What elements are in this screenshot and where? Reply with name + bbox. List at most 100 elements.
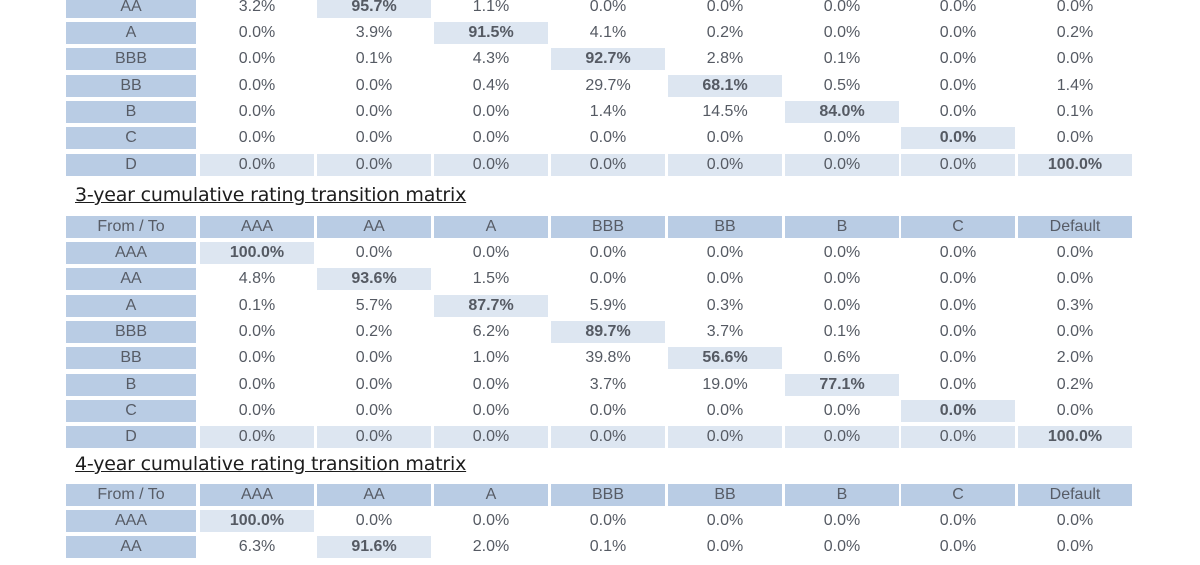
diagonal-cell: 84.0% [785,100,899,123]
column-header: From / To [66,215,196,238]
value-cell: 3.2% [238,0,276,15]
value-cell: 4.8% [238,270,276,288]
value-cell: 0.0% [785,426,899,449]
diagonal-cell: 56.6% [668,347,782,370]
value-cell: 0.0% [238,102,276,120]
value-cell: 0.0% [589,129,627,147]
value-cell: 3.7% [589,375,627,393]
value-cell: 0.0% [472,401,510,419]
value-cell: 5.9% [589,296,627,314]
value-cell: 0.3% [1056,296,1094,314]
value-cell: 0.0% [939,0,977,15]
row-label: AA [66,0,196,18]
value-cell: 0.0% [551,426,665,449]
value-cell: 0.0% [939,511,977,529]
diagonal-cell: 0.0% [901,127,1015,150]
value-cell: 0.0% [551,153,665,176]
diagonal-cell: 91.5% [434,21,548,44]
value-cell: 0.0% [355,76,393,94]
value-cell: 0.0% [589,401,627,419]
diagonal-cell: 91.6% [317,536,431,559]
diagonal-cell: 0.0% [901,399,1015,422]
column-header: C [901,215,1015,238]
value-cell: 0.6% [823,349,861,367]
value-cell: 0.0% [589,243,627,261]
value-cell: 0.0% [200,153,314,176]
value-cell: 0.0% [1056,129,1094,147]
value-cell: 0.2% [1056,375,1094,393]
value-cell: 3.7% [706,322,744,340]
column-header: BBB [551,483,665,506]
value-cell: 1.4% [1056,76,1094,94]
diagonal-cell: 87.7% [434,294,548,317]
value-cell: 0.0% [238,50,276,68]
row-label: AA [66,268,196,291]
value-cell: 0.0% [823,538,861,556]
value-cell: 0.0% [823,296,861,314]
diagonal-cell: 100.0% [200,509,314,532]
value-cell: 0.0% [238,375,276,393]
value-cell: 0.0% [1056,243,1094,261]
value-cell: 0.0% [823,129,861,147]
row-label: D [66,426,196,449]
diagonal-cell: 93.6% [317,268,431,291]
matrix-title: 3-year cumulative rating transition matr… [75,184,467,206]
value-cell: 0.0% [706,129,744,147]
value-cell: 0.0% [939,102,977,120]
value-cell: 0.0% [823,270,861,288]
column-header: B [785,483,899,506]
diagonal-cell: 77.1% [785,373,899,396]
diagonal-cell: 100.0% [1018,153,1132,176]
value-cell: 0.0% [668,426,782,449]
value-cell: 0.0% [1056,50,1094,68]
value-cell: 0.0% [706,270,744,288]
value-cell: 0.0% [901,153,1015,176]
value-cell: 0.0% [238,23,276,41]
value-cell: 0.0% [706,243,744,261]
row-label: D [66,153,196,176]
value-cell: 0.0% [1056,538,1094,556]
column-header: C [901,483,1015,506]
value-cell: 0.0% [472,129,510,147]
value-cell: 0.0% [785,153,899,176]
diagonal-cell: 68.1% [668,74,782,97]
value-cell: 0.0% [823,23,861,41]
row-label: B [66,100,196,123]
value-cell: 0.0% [472,511,510,529]
value-cell: 0.1% [589,538,627,556]
row-label: BBB [66,320,196,343]
value-cell: 0.0% [939,76,977,94]
value-cell: 0.0% [589,0,627,15]
value-cell: 0.1% [238,296,276,314]
diagonal-cell: 92.7% [551,48,665,71]
value-cell: 0.0% [939,375,977,393]
value-cell: 0.0% [668,153,782,176]
value-cell: 0.0% [823,243,861,261]
value-cell: 29.7% [585,76,631,94]
value-cell: 0.0% [901,426,1015,449]
value-cell: 0.0% [355,129,393,147]
value-cell: 2.8% [706,50,744,68]
value-cell: 0.0% [472,243,510,261]
column-header: From / To [66,483,196,506]
value-cell: 0.3% [706,296,744,314]
value-cell: 0.2% [706,23,744,41]
value-cell: 0.0% [434,153,548,176]
value-cell: 0.1% [1056,102,1094,120]
row-label: BB [66,74,196,97]
value-cell: 0.0% [238,76,276,94]
column-header: B [785,215,899,238]
value-cell: 5.7% [355,296,393,314]
column-header: Default [1018,215,1132,238]
value-cell: 0.0% [1056,0,1094,15]
value-cell: 0.0% [939,50,977,68]
value-cell: 0.4% [472,76,510,94]
value-cell: 2.0% [472,538,510,556]
matrix-title: 4-year cumulative rating transition matr… [75,453,467,475]
value-cell: 0.0% [472,375,510,393]
value-cell: 0.0% [1056,401,1094,419]
value-cell: 19.0% [702,375,748,393]
value-cell: 6.2% [472,322,510,340]
value-cell: 4.1% [589,23,627,41]
column-header: BB [668,483,782,506]
